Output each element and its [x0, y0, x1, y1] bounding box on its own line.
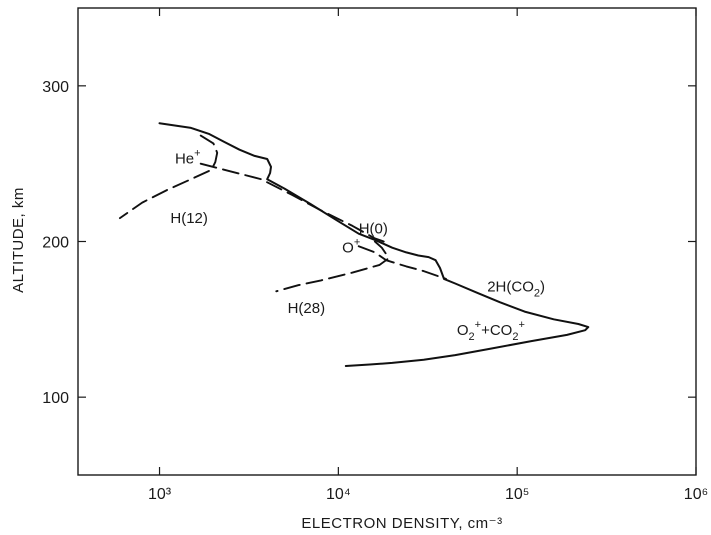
annotation-label: H(28) — [288, 300, 326, 317]
plot-frame — [78, 8, 696, 475]
plot-border — [78, 8, 696, 475]
series-line-3 — [120, 136, 217, 219]
y-tick-label: 200 — [42, 235, 69, 252]
x-axis-title: ELECTRON DENSITY, cm⁻³ — [301, 515, 502, 532]
series-line-5 — [276, 242, 388, 292]
x-tick-label: 10⁵ — [505, 486, 529, 503]
x-axis-ticks: 10³ 10⁴ 10⁵ 10⁶ — [148, 8, 708, 503]
y-tick-label: 100 — [42, 390, 69, 407]
x-tick-label: 10³ — [148, 486, 172, 503]
annotation-label: 2H(CO2) — [487, 278, 545, 299]
y-axis-title: ALTITUDE, km — [10, 187, 27, 293]
annotation-label: H(0) — [359, 221, 388, 238]
x-tick-label: 10⁴ — [326, 486, 351, 503]
annotation-label: H(12) — [170, 210, 208, 227]
annotation-label: O2++CO2+ — [457, 319, 525, 343]
x-tick-label: 10⁶ — [684, 486, 708, 503]
annotation-label: O+ — [342, 236, 360, 256]
annotation-label: He+ — [175, 148, 201, 168]
y-tick-label: 300 — [42, 79, 69, 96]
y-axis-ticks: 100 200 300 — [42, 79, 696, 407]
annotation-layer: He+ H(12) H(0)O+ H(28) 2H(CO2) O2++CO2+ — [170, 148, 545, 343]
